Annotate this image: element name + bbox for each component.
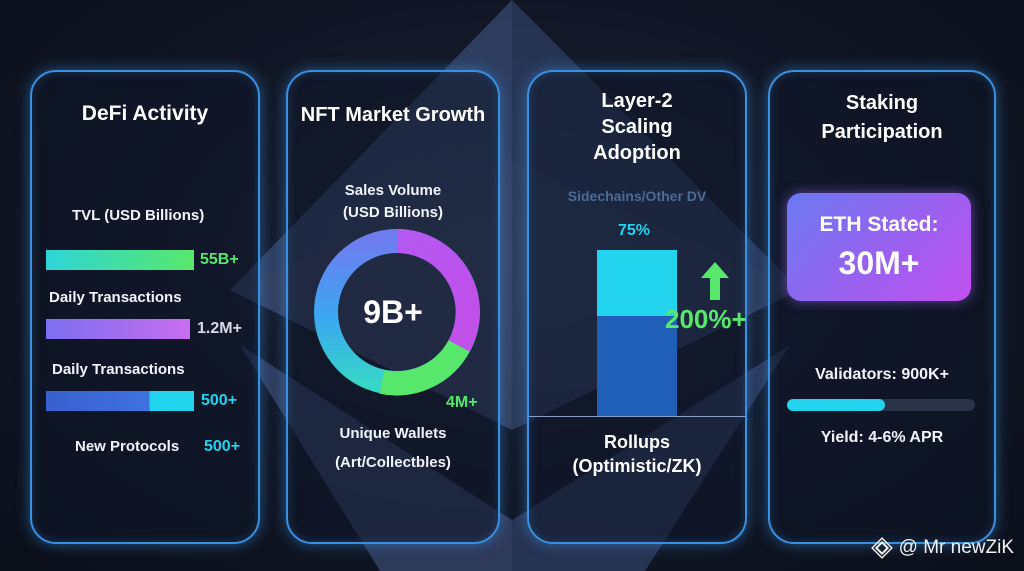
defi-title: DeFi Activity bbox=[81, 102, 209, 125]
daily-transactions-bar-1 bbox=[46, 319, 190, 339]
staking-title-line2: Participation bbox=[821, 121, 943, 143]
defi-activity-card: DeFi Activity TVL (USD Billions) 55B+ Da… bbox=[30, 70, 260, 544]
unique-wallets-sublabel: (Art/Collectbles) bbox=[335, 454, 451, 471]
eth-staked-value: 30M+ bbox=[838, 245, 920, 281]
nft-title: NFT Market Growth bbox=[300, 104, 486, 126]
layer2-title-line1: Layer-2 bbox=[601, 90, 673, 112]
tvl-bar bbox=[46, 250, 194, 270]
daily-transactions-value-1: 1.2M+ bbox=[197, 320, 242, 337]
watermark-text: @ Mr newZiK bbox=[898, 537, 1014, 558]
watermark: @ Mr newZiK bbox=[870, 537, 1014, 559]
donut-segment-sales bbox=[396, 229, 480, 352]
daily-transactions-bar-2 bbox=[46, 391, 194, 411]
validators-progress-track bbox=[787, 399, 975, 411]
validators-progress-fill bbox=[787, 399, 885, 411]
sidechains-bar-segment bbox=[597, 250, 677, 316]
yield-label: Yield: 4-6% APR bbox=[820, 429, 944, 446]
tvl-label: TVL (USD Billions) bbox=[72, 207, 205, 224]
unique-wallets-value: 4M+ bbox=[446, 394, 478, 411]
new-protocols-label: New Protocols bbox=[75, 438, 180, 455]
rollups-sublabel: (Optimistic/ZK) bbox=[572, 456, 702, 476]
eth-staked-label: ETH Stated: bbox=[819, 213, 939, 236]
layer2-growth-value: 200%+ bbox=[665, 304, 747, 334]
sales-volume-unit: (USD Billions) bbox=[343, 204, 443, 221]
donut-segment-wallets bbox=[379, 339, 470, 396]
binance-diamond-icon bbox=[870, 537, 893, 559]
layer2-baseline bbox=[529, 416, 745, 417]
rollups-bar-segment bbox=[597, 316, 677, 416]
new-protocols-value: 500+ bbox=[204, 438, 241, 455]
rollups-label: Rollups bbox=[604, 432, 670, 452]
unique-wallets-label: Unique Wallets bbox=[339, 425, 447, 442]
nft-center-value: 9B+ bbox=[363, 294, 423, 330]
layer2-percent-label: 75% bbox=[618, 222, 651, 239]
nft-market-card: NFT Market Growth Sales Volume (USD Bill… bbox=[286, 70, 500, 544]
nft-donut-chart bbox=[314, 229, 480, 396]
validators-label: Validators: 900K+ bbox=[815, 366, 949, 383]
sales-volume-label: Sales Volume bbox=[344, 182, 442, 199]
layer2-adoption-card: Layer-2 Scaling Adoption Sidechains/Othe… bbox=[527, 70, 747, 544]
daily-transactions-label-2: Daily Transactions bbox=[52, 361, 185, 378]
growth-arrow-up-icon bbox=[701, 262, 729, 300]
daily-transactions-label-1: Daily Transactions bbox=[49, 289, 182, 306]
layer2-title-line3: Adoption bbox=[593, 142, 681, 164]
layer2-title-line2: Scaling bbox=[601, 116, 673, 138]
eth-staked-panel: ETH Stated: 30M+ bbox=[787, 193, 971, 301]
tvl-value: 55B+ bbox=[200, 251, 239, 268]
staking-title-line1: Staking bbox=[845, 92, 919, 114]
staking-participation-card: Staking Participation ETH Stated: 30M+ V… bbox=[768, 70, 996, 544]
sidechains-label: Sidechains/Other DV bbox=[567, 188, 707, 204]
daily-transactions-value-2: 500+ bbox=[201, 392, 238, 409]
